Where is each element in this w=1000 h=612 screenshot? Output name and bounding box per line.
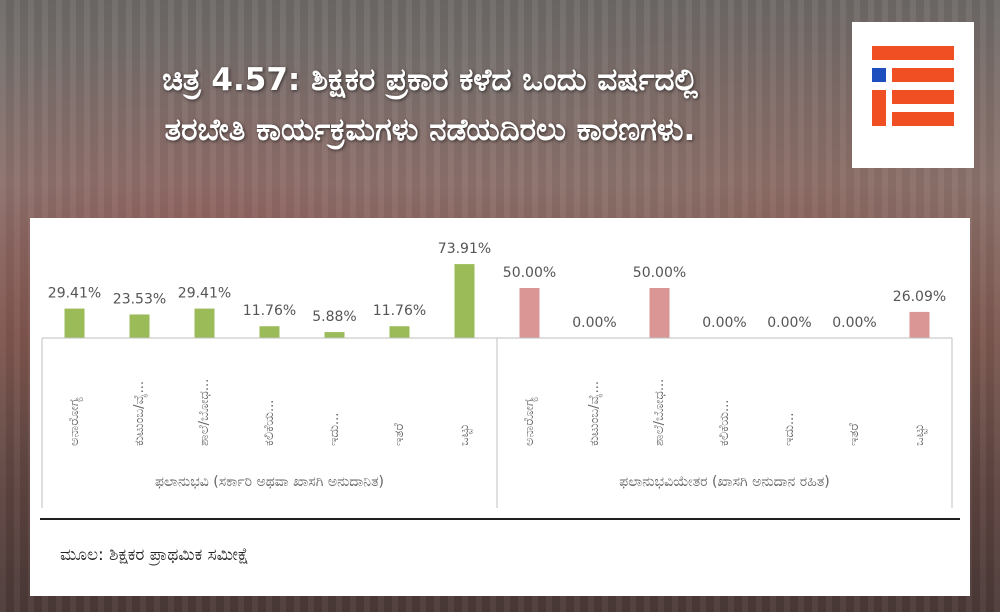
category-label-1-2: ಕುಟುಂಬ/ವೈ... <box>131 381 147 446</box>
bar-2-3 <box>649 288 670 338</box>
category-label-2-4: ಕಲಿಕೆಯ... <box>716 399 732 446</box>
data-label-1-3: 29.41% <box>178 286 231 302</box>
data-label-2-1: 50.00% <box>503 265 556 281</box>
data-label-2-5: 0.00% <box>767 315 811 331</box>
category-label-2-3: ಶಾಲೆ/ಬೋಧ... <box>651 378 667 446</box>
chart-panel: 29.41% 23.53% 29.41% 11.76% 5.88% 11.76% 73.91… <box>30 218 970 596</box>
category-label-1-3: ಶಾಲೆ/ಬೋಧ... <box>196 378 212 446</box>
category-label-2-5: ಇದು... <box>781 412 797 446</box>
chart-title-line-1: ಚಿತ್ರ 4.57: ಶಿಕ್ಷಕರ ಪ್ರಕಾರ ಕಳೆದ ಒಂದು ವರ್… <box>162 62 698 98</box>
ie-logo <box>852 22 974 168</box>
category-label-2-6: ಇತರೆ <box>846 423 862 446</box>
data-label-2-3: 50.00% <box>633 265 686 281</box>
bar-1-2 <box>129 314 150 338</box>
category-label-2-2: ಕುಟುಂಬ/ವೈ... <box>586 381 602 446</box>
category-label-1-4: ಕಲಿಕೆಯ... <box>261 399 277 446</box>
bar-1-7 <box>454 264 475 338</box>
data-label-1-2: 23.53% <box>113 291 166 307</box>
data-label-2-7: 26.09% <box>893 289 946 305</box>
ie-logo-icon <box>872 46 954 126</box>
bar-chart: 29.41% 23.53% 29.41% 11.76% 5.88% 11.76% 73.91… <box>41 241 953 508</box>
bar-1-6 <box>389 326 410 338</box>
data-label-1-1: 29.41% <box>48 286 101 302</box>
data-label-1-5: 5.88% <box>312 309 356 325</box>
data-label-1-4: 11.76% <box>243 303 296 319</box>
data-label-2-6: 0.00% <box>832 315 876 331</box>
bar-1-1 <box>64 308 85 338</box>
category-label-2-7: ಒಟ್ಟು <box>911 423 927 446</box>
source-note: ಮೂಲ: ಶಿಕ್ಷಕರ ಪ್ರಾಥಮಿಕ ಸಮೀಕ್ಷೆ <box>60 545 249 565</box>
category-label-2-1: ಅನಾರೋಗ್ಯ <box>521 397 537 446</box>
bar-1-5 <box>324 332 345 338</box>
category-label-1-1: ಅನಾರೋಗ್ಯ <box>66 397 82 446</box>
bar-2-7 <box>909 311 930 338</box>
group-label-1: ಫಲಾನುಭವಿ (ಸರ್ಕಾರಿ ಅಥವಾ ಖಾಸಗಿ ಅನುದಾನಿತ) <box>155 474 384 490</box>
data-label-1-6: 11.76% <box>373 303 426 319</box>
chart-title: ಚಿತ್ರ 4.57: ಶಿಕ್ಷಕರ ಪ್ರಕಾರ ಕಳೆದ ಒಂದು ವರ್… <box>40 55 820 155</box>
bar-2-1 <box>519 288 540 338</box>
chart-title-line-2: ತರಬೇತಿ ಕಾರ್ಯಕ್ರಮಗಳು ನಡೆಯದಿರಲು ಕಾರಣಗಳು. <box>164 112 696 148</box>
source-divider <box>40 518 960 520</box>
category-label-1-5: ಇದು... <box>326 412 342 446</box>
data-label-2-2: 0.00% <box>572 315 616 331</box>
group-label-2: ಫಲಾನುಭವಿಯೇತರ (ಖಾಸಗಿ ಅನುದಾನ ರಹಿತ) <box>619 474 830 490</box>
category-label-1-7: ಒಟ್ಟು <box>456 423 472 446</box>
bar-1-4 <box>259 326 280 338</box>
category-label-1-6: ಇತರೆ <box>391 423 407 446</box>
data-label-2-4: 0.00% <box>702 315 746 331</box>
data-label-1-7: 73.91% <box>438 241 491 257</box>
bar-1-3 <box>194 308 215 338</box>
